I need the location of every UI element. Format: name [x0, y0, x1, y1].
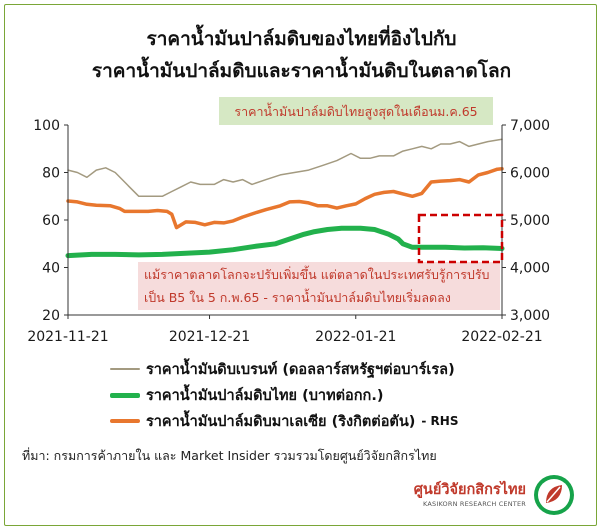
note-annotation-box	[138, 262, 500, 310]
legend-swatch-brent	[110, 368, 140, 370]
source-note: ที่มา: กรมการค้าภายใน และ Market Insider…	[22, 448, 437, 463]
y-left-tick-label: 80	[42, 166, 60, 182]
legend-label-malaysia: ราคาน้ำมันปาล์มดิบมาเลเซีย (ริงกิตต่อตัน…	[146, 413, 416, 430]
legend-item-malaysia: ราคาน้ำมันปาล์มดิบมาเลเซีย (ริงกิตต่อตัน…	[110, 408, 458, 434]
chart-title-line2: ราคาน้ำมันปาล์มดิบและราคาน้ำมันดิบในตลาด…	[91, 60, 512, 82]
y-left-tick-label: 40	[42, 261, 60, 277]
x-tick-label: 2022-02-21	[461, 329, 542, 345]
x-tick-label: 2021-12-21	[169, 329, 250, 345]
highlight-dashed-box	[417, 213, 504, 264]
logo-subtitle: KASIKORN RESEARCH CENTER	[423, 500, 526, 508]
line-chart: 20 40 60 80 100 3,000 4,000 5,000 6,000 7,000 2021…	[27, 97, 550, 345]
legend-label-thai: ราคาน้ำมันปาล์มดิบไทย (บาทต่อกก.)	[146, 387, 384, 404]
series-line-0	[67, 138, 503, 198]
chart-title-line1: ราคาน้ำมันปาล์มดิบของไทยที่อิงไปกับ	[146, 28, 457, 50]
y-right-tick-label: 7,000	[510, 118, 550, 134]
legend: ราคาน้ำมันดิบเบรนท์ (ดอลลาร์สหรัฐฯต่อบาร…	[110, 356, 458, 434]
y-right-tick-label: 3,000	[510, 308, 550, 324]
series-line-1	[65, 225, 505, 259]
y-left-tick-label: 20	[42, 308, 60, 324]
y-right-tick-label: 5,000	[510, 213, 550, 229]
logo-name: ศูนย์วิจัยกสิกรไทย	[413, 482, 526, 498]
kasikorn-research-logo: ศูนย์วิจัยกสิกรไทย KASIKORN RESEARCH CEN…	[402, 472, 592, 520]
legend-swatch-malaysia	[110, 419, 140, 423]
y-right-tick-label: 6,000	[510, 166, 550, 182]
y-left-tick-label: 60	[42, 213, 60, 229]
y-left-tick-label: 100	[33, 118, 60, 134]
x-tick-label: 2021-11-21	[27, 329, 108, 345]
legend-rhs-label: - RHS	[421, 414, 459, 428]
note-annotation-line1: แม้ราคาตลาดโลกจะปรับเพิ่มขึ้น แต่ตลาดในป…	[144, 265, 490, 283]
series-line-2	[66, 166, 504, 230]
note-annotation-line2: เป็น B5 ใน 5 ก.พ.65 - ราคาน้ำมันปาล์มดิบ…	[144, 288, 451, 305]
peak-annotation-text: ราคาน้ำมันปาล์มดิบไทยสูงสุดในเดือนม.ค.65	[234, 102, 477, 120]
legend-item-brent: ราคาน้ำมันดิบเบรนท์ (ดอลลาร์สหรัฐฯต่อบาร…	[110, 356, 458, 382]
legend-label-brent: ราคาน้ำมันดิบเบรนท์ (ดอลลาร์สหรัฐฯต่อบาร…	[146, 361, 455, 378]
y-right-tick-label: 4,000	[510, 261, 550, 277]
peak-annotation-box	[219, 97, 493, 125]
kasikorn-leaf-icon	[534, 475, 574, 515]
legend-swatch-thai	[110, 392, 140, 398]
x-tick-label: 2022-01-21	[315, 329, 396, 345]
chart-frame	[4, 4, 597, 526]
legend-item-thai: ราคาน้ำมันปาล์มดิบไทย (บาทต่อกก.)	[110, 382, 458, 408]
